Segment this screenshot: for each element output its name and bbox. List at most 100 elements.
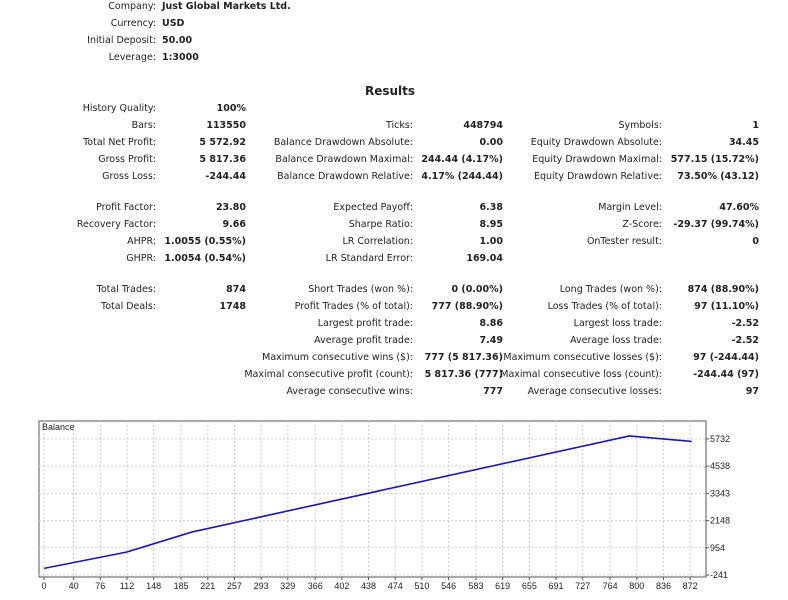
x-tick-label: 474 — [388, 581, 403, 591]
results-row: Gross Profit: 5 817.36 Balance Drawdown Ma… — [0, 154, 788, 171]
stat-value: 47.60% — [719, 202, 759, 213]
stat-label: Maximum consecutive wins ($): — [262, 352, 413, 363]
results-row: Recovery Factor: 9.66 Sharpe Ratio: 8.95 Z-S… — [0, 219, 788, 236]
results-row: Profit Factor: 23.80 Expected Payoff: 6.38 M… — [0, 202, 788, 219]
stat-value: 8.86 — [479, 318, 503, 329]
x-tick-label: 546 — [441, 581, 456, 591]
header-row: Leverage: 1:3000 — [0, 52, 400, 69]
stat-label: Loss Trades (% of total): — [547, 301, 662, 312]
stat-label: Profit Factor: — [96, 202, 156, 213]
stat-label: Equity Drawdown Relative: — [533, 171, 662, 182]
stat-label: Gross Loss: — [102, 171, 156, 182]
stat-label: Average consecutive wins: — [286, 386, 413, 397]
stat-value: 6.38 — [479, 202, 503, 213]
stat-label: Profit Trades (% of total): — [294, 301, 413, 312]
results-row: Total Trades: 874 Short Trades (won %): 0 (… — [0, 284, 788, 301]
results-row: History Quality: 100% — [0, 103, 788, 120]
x-tick-label: 619 — [495, 581, 510, 591]
header-row: Company: Just Global Markets Ltd. — [0, 1, 400, 18]
x-tick-label: 691 — [549, 581, 564, 591]
x-tick-label: 76 — [95, 581, 105, 591]
stat-label: Average loss trade: — [570, 335, 662, 346]
results-row: AHPR: 1.0055 (0.55%) LR Correlation: 1.00 On… — [0, 236, 788, 253]
x-tick-label: 221 — [200, 581, 215, 591]
stat-value: 1.00 — [479, 236, 503, 247]
stat-label: Sharpe Ratio: — [348, 219, 413, 230]
stat-value: 577.15 (15.72%) — [670, 154, 759, 165]
stat-label: Largest profit trade: — [317, 318, 413, 329]
stat-label: Equity Drawdown Maximal: — [532, 154, 662, 165]
results-row: Gross Loss: -244.44 Balance Drawdown Relat… — [0, 171, 788, 188]
stat-value: 34.45 — [728, 137, 759, 148]
balance-chart: 0 40 76 112 148 185 221 257 293 329 366 402 438 474 51… — [38, 420, 730, 591]
stat-value: 169.04 — [466, 253, 503, 264]
stat-value: 73.50% (43.12) — [677, 171, 759, 182]
stat-value: -244.44 — [205, 171, 246, 182]
stat-label: Bars: — [131, 120, 156, 131]
results-row: Average profit trade: 7.49 Average loss tr… — [0, 335, 788, 352]
y-tick-label: -241 — [710, 570, 728, 580]
stat-value: 7.49 — [479, 335, 503, 346]
stat-value: 5 572.92 — [199, 137, 246, 148]
x-tick-label: 764 — [603, 581, 618, 591]
stat-label: Average profit trade: — [314, 335, 413, 346]
stat-value: -2.52 — [731, 318, 759, 329]
results-row: Total Net Profit: 5 572.92 Balance Drawdow… — [0, 137, 788, 154]
stat-label: Long Trades (won %): — [559, 284, 662, 295]
header-label: Currency: — [110, 18, 156, 29]
stat-value: 23.80 — [215, 202, 246, 213]
stat-value: 5 817.36 — [199, 154, 246, 165]
stat-label: Balance Drawdown Absolute: — [273, 137, 413, 148]
stat-label: Ticks: — [385, 120, 413, 131]
stat-label: Balance Drawdown Maximal: — [275, 154, 413, 165]
stat-value: 100% — [216, 103, 246, 114]
stat-label: Expected Payoff: — [333, 202, 413, 213]
stat-label: GHPR: — [126, 253, 156, 264]
results-row: Average consecutive wins: 777 Average cons… — [0, 386, 788, 403]
x-tick-label: 727 — [575, 581, 590, 591]
y-tick-label: 2148 — [710, 516, 730, 526]
x-tick-label: 655 — [522, 581, 537, 591]
chart-title: Balance — [42, 422, 75, 432]
stat-label: Largest loss trade: — [573, 318, 662, 329]
stat-value: 244.44 (4.17%) — [421, 154, 503, 165]
stat-value: 5 817.36 (777) — [424, 369, 503, 380]
stat-label: Short Trades (won %): — [308, 284, 413, 295]
stat-value: 448794 — [463, 120, 503, 131]
stat-label: Recovery Factor: — [76, 219, 156, 230]
stat-label: Z-Score: — [622, 219, 662, 230]
x-tick-label: 402 — [334, 581, 349, 591]
stat-label: Total Net Profit: — [83, 137, 156, 148]
plot-frame — [38, 420, 707, 578]
stat-value: 1748 — [219, 301, 246, 312]
stat-value: -244.44 (97) — [693, 369, 759, 380]
stat-value: 97 (11.10%) — [694, 301, 759, 312]
stat-label: Equity Drawdown Absolute: — [530, 137, 662, 148]
stat-label: LR Correlation: — [342, 236, 414, 247]
stat-label: OnTester result: — [586, 236, 662, 247]
x-tick-label: 366 — [308, 581, 323, 591]
y-tick-label: 3343 — [710, 488, 730, 498]
x-tick-label: 329 — [280, 581, 295, 591]
stat-value: 0.00 — [479, 137, 503, 148]
stat-value: -29.37 (99.74%) — [673, 219, 759, 230]
y-tick-label: 5732 — [710, 434, 730, 444]
stat-value: 777 — [483, 386, 503, 397]
stat-label: Maximal consecutive profit (count): — [244, 369, 413, 380]
stat-value: 97 — [745, 386, 759, 397]
stat-value: 777 (88.90%) — [431, 301, 503, 312]
stat-value: 1.0054 (0.54%) — [164, 253, 246, 264]
stat-label: LR Standard Error: — [325, 253, 413, 264]
stat-label: Margin Level: — [598, 202, 662, 213]
x-tick-label: 257 — [227, 581, 242, 591]
y-tick-label: 954 — [710, 543, 725, 553]
header-value: Just Global Markets Ltd. — [162, 1, 291, 12]
stat-label: Symbols: — [618, 120, 662, 131]
x-tick-label: 800 — [629, 581, 644, 591]
stat-label: Total Trades: — [96, 284, 156, 295]
x-tick-label: 438 — [361, 581, 376, 591]
stat-value: 8.95 — [479, 219, 503, 230]
stat-value: 0 (0.00%) — [451, 284, 503, 295]
results-row: Total Deals: 1748 Profit Trades (% of tota… — [0, 301, 788, 318]
stat-value: 1 — [752, 120, 759, 131]
